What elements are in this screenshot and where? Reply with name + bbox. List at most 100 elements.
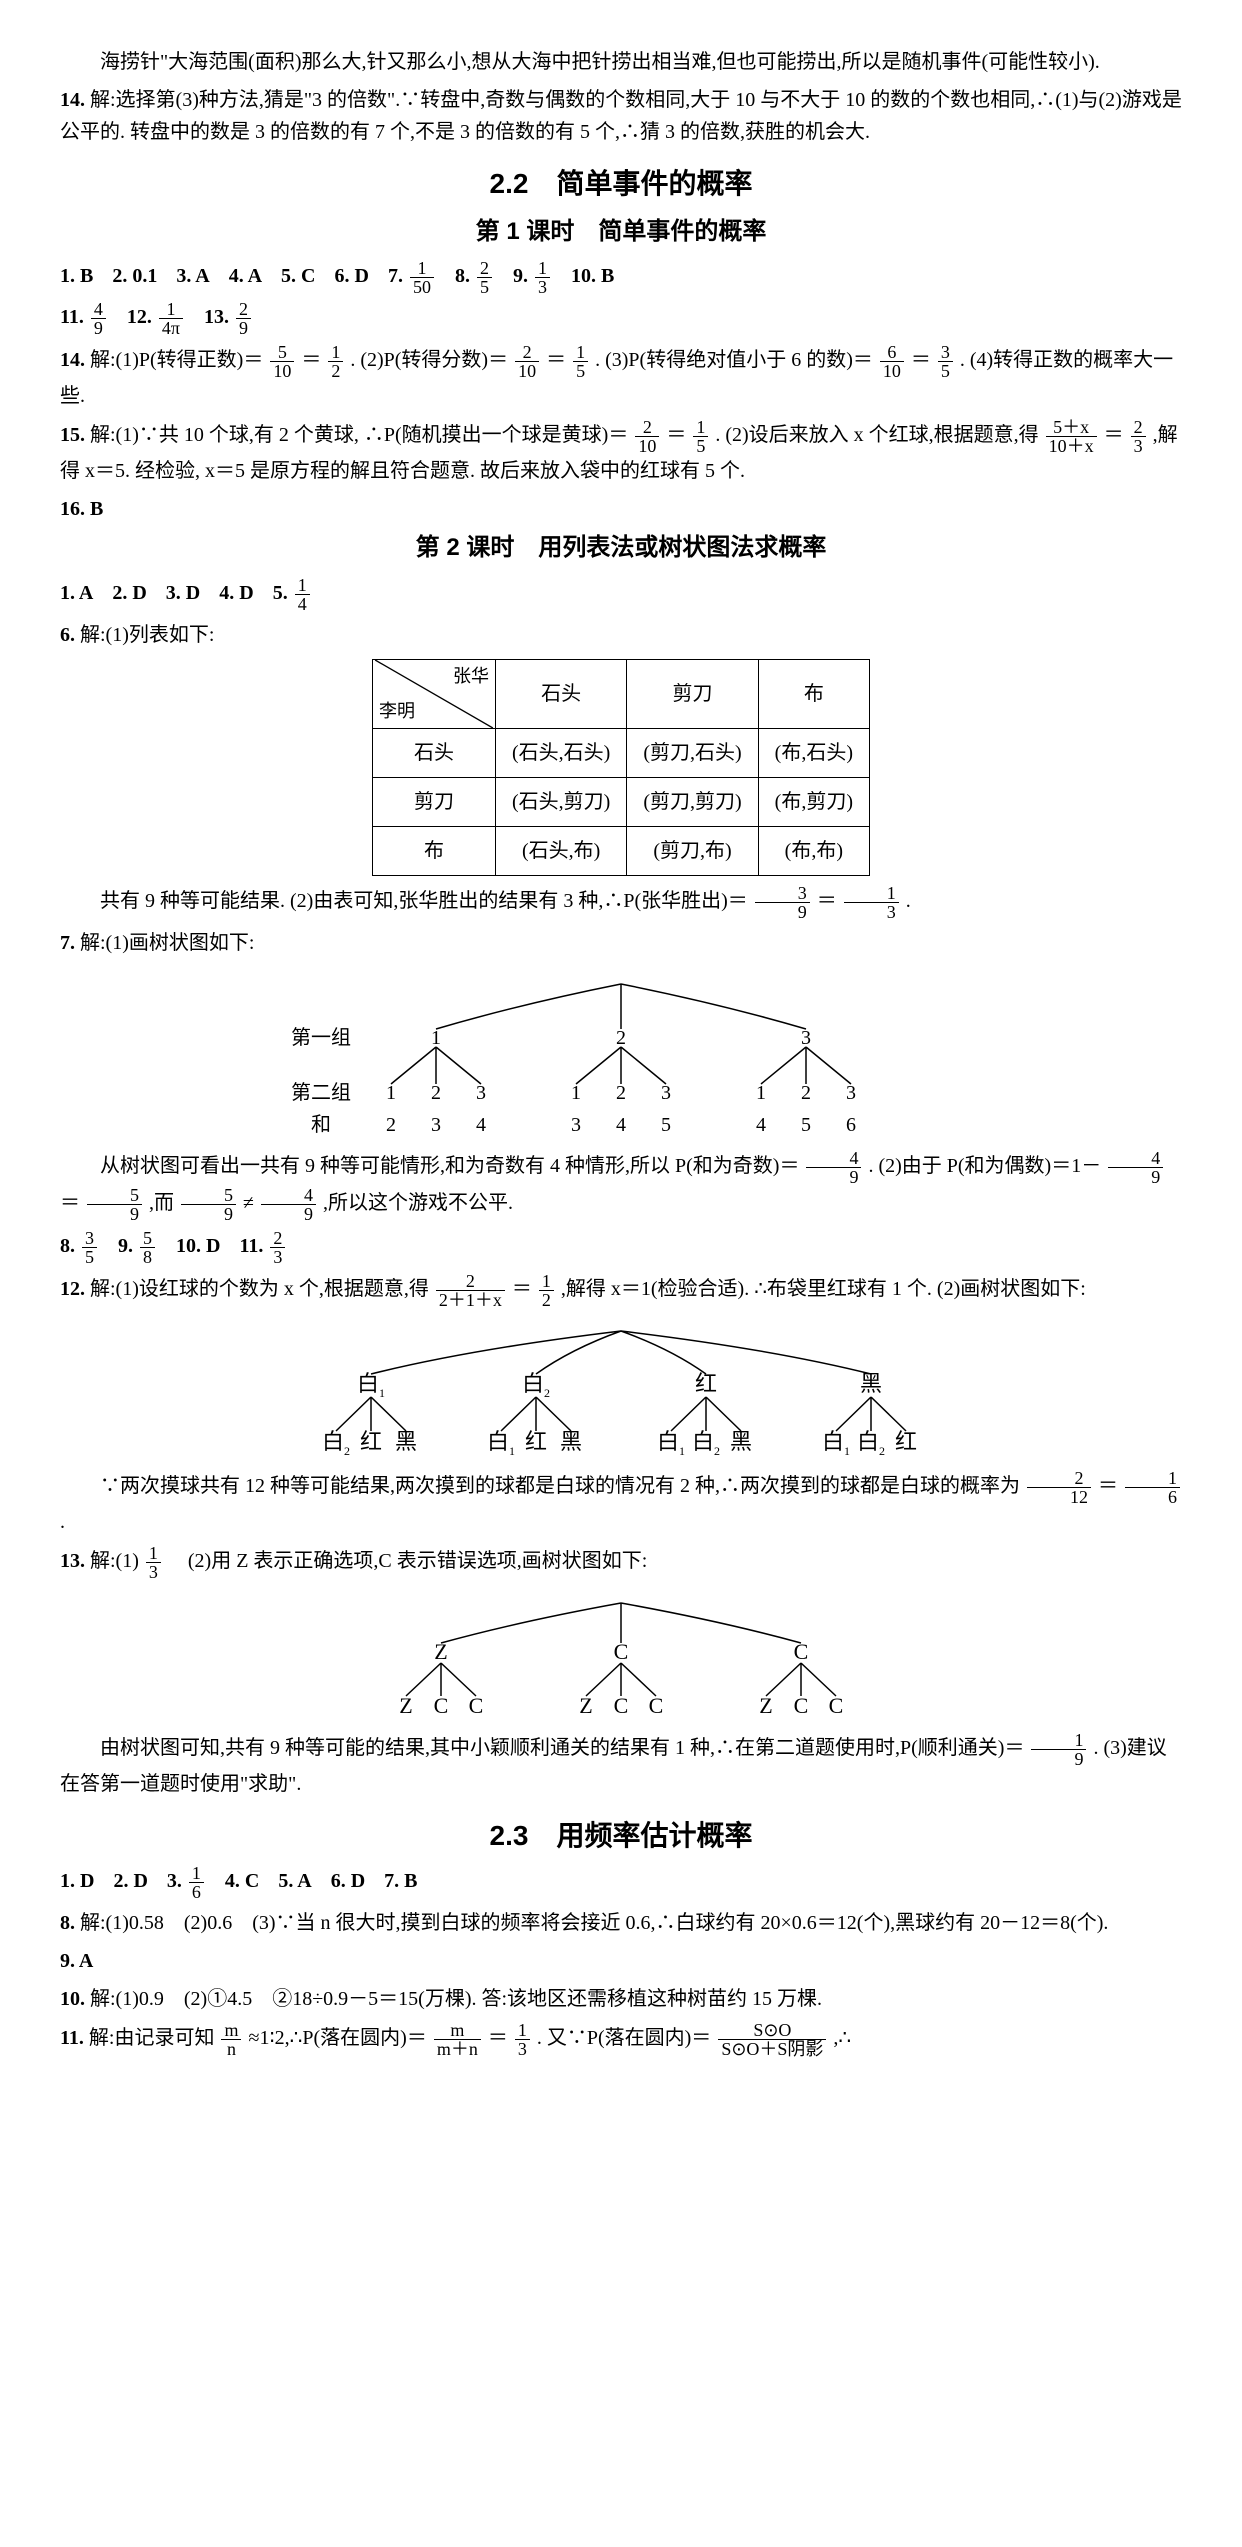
ans-1: 1. B [60,260,93,292]
n: 2 [801,1082,811,1104]
t: 解:(1)P(转得正数)＝ [90,349,263,371]
f: 3 [844,903,899,921]
l: 14. [60,349,85,371]
ans-2: 2. D [112,577,146,609]
f: 1 [1125,1469,1180,1488]
f: 9 [261,1205,316,1223]
f: m [434,2021,481,2040]
f: 5 [181,1186,236,1205]
svg-text:白1: 白1 [657,1429,685,1458]
n: 红 [360,1429,382,1454]
n: 黑 [560,1429,582,1454]
l: 8. [60,1912,75,1934]
f: 10 [880,362,904,380]
f: 1 [515,2021,530,2040]
f: 2 [477,259,492,278]
n: C [614,1639,629,1664]
s: 2 [714,1444,720,1458]
n: 白 [657,1429,679,1454]
l: 13. [60,1550,85,1572]
f: 4 [1108,1149,1163,1168]
t: . 又∵P(落在圆内)＝ [537,2027,711,2049]
f: 2 [539,1291,554,1309]
ans-1: 1. A [60,577,93,609]
s22-q7-text: 从树状图可看出一共有 9 种等可能情形,和为奇数有 4 种情形,所以 P(和为奇… [60,1149,1182,1223]
neq: ≠ [243,1192,254,1214]
table-cell: (石头,剪刀) [496,777,627,826]
svg-text:白2: 白2 [322,1429,350,1458]
n: 3 [846,1082,856,1104]
f: 3 [270,1248,285,1266]
f: 2 [236,300,251,319]
n: C [794,1639,809,1664]
f: 2＋1＋x [436,1291,505,1309]
n: 1 [386,1082,396,1104]
n: 1 [431,1027,441,1049]
t: ,解得 x＝1(检验合适). ∴布袋里红球有 1 个. (2)画树状图如下: [561,1278,1086,1300]
s: 1 [509,1444,515,1458]
n: 3 [571,1114,581,1136]
f: S⊙O [718,2021,826,2040]
t: 解:(1)∵共 10 个球,有 2 个黄球, ∴P(随机摸出一个球是黄球)＝ [90,424,628,446]
s: 2 [544,1386,550,1400]
n: 白 [487,1429,509,1454]
row-header: 布 [373,826,496,875]
s22-q13-after: 由树状图可知,共有 9 种等可能的结果,其中小颖顺利通关的结果有 1 种,∴在第… [60,1731,1182,1800]
n: 3 [431,1114,441,1136]
eq: ＝ [1104,424,1124,446]
table-cell: (石头,布) [496,826,627,875]
s22-q15: 15. 解:(1)∵共 10 个球,有 2 个黄球, ∴P(随机摸出一个球是黄球… [60,418,1182,487]
q14-label: 14. [60,89,85,111]
f: 3 [1131,437,1146,455]
n: 6 [846,1114,856,1136]
t: 解:(1)0.9 (2)①4.5 ②18÷0.9－5＝15(万棵). 答:该地区… [90,1988,822,2010]
ans-1: 1. D [60,1865,94,1897]
f: S⊙O＋S阴影 [718,2040,826,2058]
n: 黑 [730,1429,752,1454]
intro-p1: 海捞针"大海范围(面积)那么大,针又那么小,想从大海中把针捞出相当难,但也可能捞… [60,46,1182,78]
q6-table: 张华 李明 石头 剪刀 布 石头 (石头,石头) (剪刀,石头) (布,石头) … [372,659,870,876]
n: 白 [822,1429,844,1454]
f: 3 [535,278,550,296]
l: 13. [204,306,229,328]
f: 2 [635,418,659,437]
ans-9: 9. 58 [118,1229,157,1266]
t: ,所以这个游戏不公平. [323,1192,513,1214]
f: 8 [140,1248,155,1266]
n: 白 [857,1429,879,1454]
ans-5: 5. 14 [273,576,312,613]
tree-label: 和 [311,1113,331,1136]
n: 白 [322,1429,344,1454]
f: 1 [410,259,434,278]
q7-tree: 第一组 1 2 3 第二组 1 2 3 1 2 3 1 2 3 和 2 3 4 … [60,969,1182,1139]
t: . (2)由于 P(和为偶数)＝1－ [868,1155,1101,1177]
section-2-2-sub1: 第 1 课时 简单事件的概率 [60,213,1182,251]
f: 9 [236,319,251,337]
ans-8-label: 8. [455,265,470,287]
eq: ＝ [546,349,566,371]
t: 解:(1)列表如下: [80,624,214,646]
n: 4 [756,1114,766,1136]
eq: ＝ [817,890,837,912]
t: . (2)P(转得分数)＝ [350,349,508,371]
f: 2 [270,1229,285,1248]
tree-label: 第一组 [291,1026,351,1049]
ans-11: 11. 23 [239,1229,287,1266]
n: C [614,1693,629,1718]
f: 12 [1027,1488,1091,1506]
section-2-3-title: 2.3 用频率估计概率 [60,1814,1182,1859]
s: 1 [379,1386,385,1400]
section-2-2-title: 2.2 简单事件的概率 [60,162,1182,207]
q13-tree: Z C C Z C C Z C C Z C C [60,1591,1182,1721]
f: 5 [938,362,953,380]
n: 4 [616,1114,626,1136]
ans-2: 2. D [113,1865,147,1897]
t: . (3)P(转得绝对值小于 6 的数)＝ [595,349,873,371]
f: 10＋x [1046,437,1097,455]
svg-text:白2: 白2 [857,1429,885,1458]
n: 红 [895,1429,917,1454]
f: 9 [755,903,810,921]
svg-text:白2: 白2 [522,1371,550,1400]
table-cell: (布,剪刀) [758,777,869,826]
n: 3 [801,1027,811,1049]
